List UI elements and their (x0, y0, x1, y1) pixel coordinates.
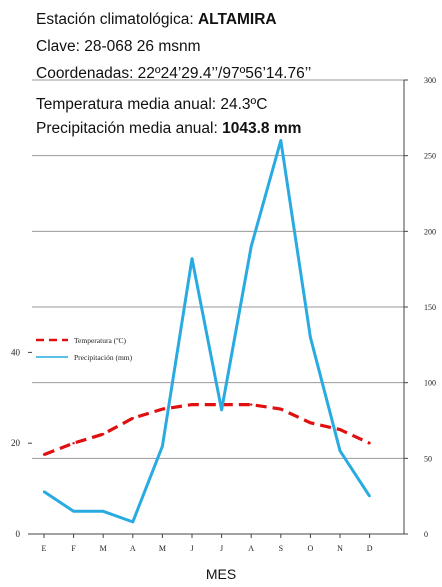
temperature-point (309, 422, 311, 424)
x-tick-label: F (71, 544, 76, 553)
legend-temperature-label: Temperatura (ºC) (74, 336, 126, 345)
temperature-point (250, 403, 252, 405)
x-axis-label: MES (0, 566, 442, 582)
right-tick-label: 250 (424, 152, 436, 161)
right-tick-label: 0 (424, 530, 428, 539)
right-tick-label: 300 (424, 76, 436, 85)
x-tick-label: M (159, 544, 166, 553)
precipitation-point (220, 409, 222, 411)
temperature-point (43, 453, 45, 455)
precipitation-point (280, 139, 282, 141)
temperature-line (44, 405, 370, 455)
precipitation-point (132, 521, 134, 523)
temperature-point (280, 408, 282, 410)
precipitation-point (72, 510, 74, 512)
x-tick-label: D (367, 544, 373, 553)
left-tick-label: 40 (11, 347, 21, 357)
precipitation-point (250, 245, 252, 247)
x-tick-label: J (190, 544, 193, 553)
temperature-point (102, 433, 104, 435)
x-tick-label: J (220, 544, 223, 553)
right-tick-label: 100 (424, 379, 436, 388)
temperature-point (72, 442, 74, 444)
precipitation-point (339, 450, 341, 452)
temperature-point (161, 408, 163, 410)
precipitation-point (368, 495, 370, 497)
right-tick-label: 50 (424, 454, 432, 463)
left-tick-label: 0 (16, 529, 21, 539)
precipitation-point (102, 510, 104, 512)
x-tick-label: S (279, 544, 283, 553)
precipitation-point (43, 490, 45, 492)
left-tick-label: 20 (11, 438, 21, 448)
x-tick-label: E (42, 544, 47, 553)
precipitation-point (191, 257, 193, 259)
legend-precipitation-label: Precipitación (mm) (74, 353, 133, 362)
precipitation-point (161, 445, 163, 447)
temperature-point (132, 417, 134, 419)
temperature-point (339, 428, 341, 430)
x-tick-label: N (337, 544, 343, 553)
right-tick-label: 150 (424, 303, 436, 312)
temperature-point (368, 442, 370, 444)
precipitation-line (44, 141, 370, 522)
x-tick-label: O (308, 544, 314, 553)
right-tick-label: 200 (424, 227, 436, 236)
x-tick-label: A (248, 544, 254, 553)
precipitation-point (309, 336, 311, 338)
x-tick-label: A (130, 544, 136, 553)
temperature-point (191, 403, 193, 405)
x-tick-label: M (100, 544, 107, 553)
